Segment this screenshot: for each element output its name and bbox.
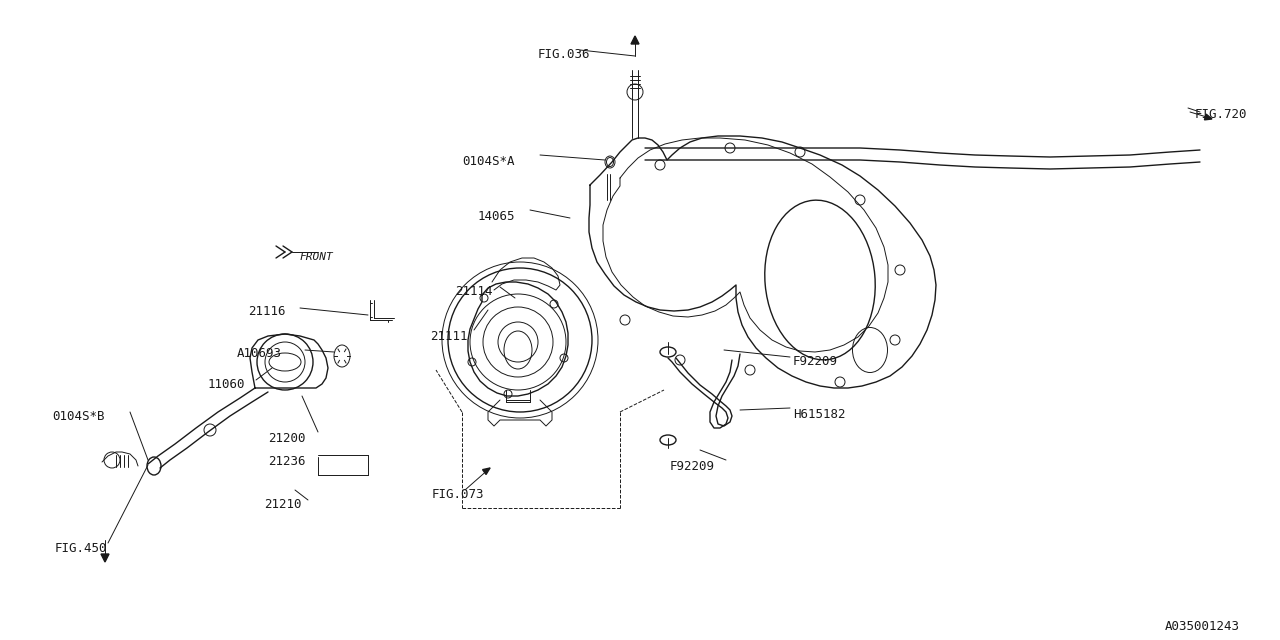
- Text: A035001243: A035001243: [1165, 620, 1240, 633]
- Text: A10693: A10693: [237, 347, 282, 360]
- Text: 14065: 14065: [477, 210, 516, 223]
- Text: 21114: 21114: [454, 285, 493, 298]
- Text: FIG.720: FIG.720: [1196, 108, 1248, 121]
- Polygon shape: [1204, 114, 1212, 120]
- Polygon shape: [631, 36, 639, 44]
- Text: FRONT: FRONT: [300, 252, 334, 262]
- Text: 21236: 21236: [268, 455, 306, 468]
- Text: H615182: H615182: [794, 408, 846, 421]
- Text: 21210: 21210: [264, 498, 302, 511]
- Text: FIG.036: FIG.036: [538, 48, 590, 61]
- Text: F92209: F92209: [669, 460, 716, 473]
- Text: FIG.450: FIG.450: [55, 542, 108, 555]
- Text: FIG.073: FIG.073: [433, 488, 485, 501]
- Text: 0104S*A: 0104S*A: [462, 155, 515, 168]
- Text: 21200: 21200: [268, 432, 306, 445]
- Text: 21116: 21116: [248, 305, 285, 318]
- Polygon shape: [483, 468, 490, 474]
- Polygon shape: [101, 554, 109, 562]
- Text: 0104S*B: 0104S*B: [52, 410, 105, 423]
- Text: F92209: F92209: [794, 355, 838, 368]
- Text: 21111: 21111: [430, 330, 467, 343]
- Text: 11060: 11060: [207, 378, 246, 391]
